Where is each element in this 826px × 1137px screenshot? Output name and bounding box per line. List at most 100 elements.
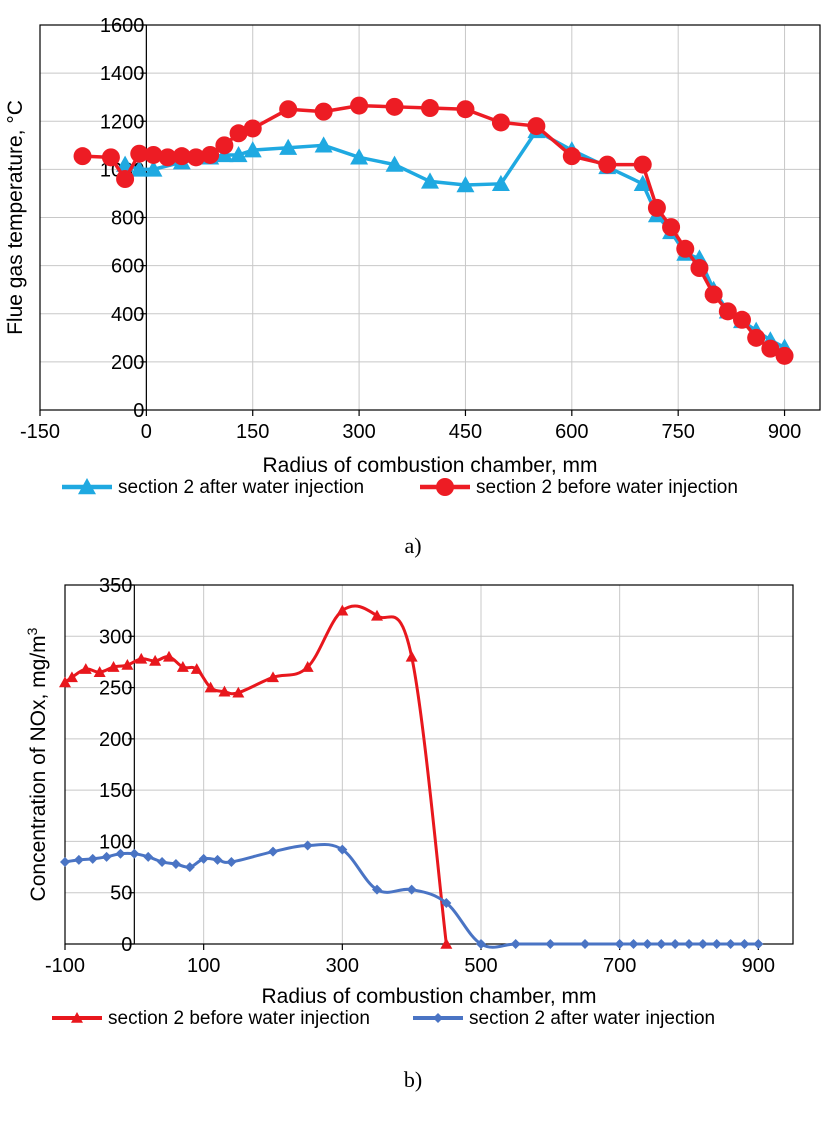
x-tick-label: 450	[449, 421, 482, 443]
series-1-point	[229, 145, 248, 163]
series-1-point	[301, 661, 314, 672]
series-1-point	[314, 136, 333, 153]
series-2-point	[215, 136, 234, 155]
chart-b-y-axis-label-text: Concentration of NOx, mg/m	[27, 635, 50, 901]
series-2-point	[725, 939, 736, 949]
series-1-point	[190, 663, 203, 674]
series-2-point	[198, 853, 209, 864]
y-tick-label: 0	[133, 400, 144, 422]
series-1-point	[93, 666, 106, 677]
series-1-point	[121, 659, 134, 670]
series-2-point	[229, 124, 248, 143]
series-2-point	[491, 113, 510, 132]
series-1-point	[633, 174, 652, 192]
series-2-point	[243, 119, 262, 138]
y-tick-label: 100	[99, 831, 132, 853]
x-tick-label: 750	[661, 421, 694, 443]
series-2-point	[115, 848, 126, 859]
series-2-point	[116, 170, 135, 188]
series-2-point	[684, 939, 694, 949]
series-2-point	[718, 302, 737, 321]
y-tick-label: 0	[121, 934, 132, 956]
chart-b-y-axis-label-superscript: 3	[24, 627, 40, 635]
legend-label-1: section 2 before water injection	[108, 1008, 370, 1029]
series-2-point	[676, 239, 695, 258]
legend-marker-2	[433, 1013, 443, 1023]
y-tick-label: 250	[99, 678, 132, 700]
x-tick-label: 700	[603, 955, 636, 977]
series-2-point	[144, 145, 163, 164]
y-tick-label: 1200	[100, 111, 145, 133]
series-1-point	[65, 671, 78, 683]
series-1-point	[350, 148, 369, 165]
y-tick-label: 200	[111, 352, 144, 374]
series-1-point	[243, 141, 262, 158]
series-2-point	[212, 854, 223, 865]
chart-b-plot-frame	[64, 584, 794, 945]
chart-b-series	[59, 604, 764, 949]
series-2-point	[101, 148, 120, 167]
series-2-point	[761, 339, 780, 358]
series-2-point	[187, 148, 205, 167]
series-2-line	[64, 842, 759, 949]
chart-b-caption: b)	[404, 1067, 422, 1092]
series-1-point	[176, 661, 189, 672]
series-2-point	[656, 939, 667, 949]
series-2-point	[60, 856, 70, 867]
series-1-point	[371, 609, 383, 621]
x-tick-label: 300	[342, 421, 375, 443]
series-1-point	[130, 160, 149, 177]
series-2-point	[87, 853, 98, 864]
series-2-point	[226, 856, 237, 867]
legend-marker-1	[71, 1012, 83, 1023]
y-tick-label: 1400	[100, 63, 145, 85]
series-2-point	[268, 846, 278, 857]
series-2-point	[614, 939, 625, 949]
series-2-point	[747, 328, 766, 347]
series-1-point	[440, 938, 453, 949]
series-2-point	[302, 840, 313, 851]
legend-label-1: section 2 after water injection	[118, 477, 364, 498]
series-2-point	[406, 884, 417, 895]
chart-a-x-axis-label: Radius of combustion chamber, mm	[263, 454, 598, 477]
y-tick-label: 1600	[100, 15, 145, 37]
y-tick-label: 350	[99, 575, 132, 597]
series-1-point	[144, 160, 163, 177]
series-2-point	[753, 939, 764, 949]
chart-b-legend: section 2 before water injection section …	[52, 1008, 715, 1029]
series-2-point	[157, 856, 168, 867]
series-1-point	[149, 654, 162, 666]
x-tick-label: 600	[555, 421, 588, 443]
series-2-point	[158, 148, 177, 167]
series-2-point	[580, 939, 590, 949]
legend-label-2: section 2 before water injection	[476, 477, 738, 498]
x-tick-label: -100	[45, 955, 85, 977]
series-1-point	[59, 676, 71, 688]
series-1-point	[232, 686, 245, 698]
series-2-point	[350, 96, 369, 115]
y-tick-label: 400	[111, 304, 144, 326]
series-2-point	[129, 848, 140, 859]
x-tick-label: 150	[236, 421, 269, 443]
legend-marker-2	[436, 478, 454, 496]
series-1-point	[135, 652, 148, 664]
legend-marker-1	[78, 478, 96, 495]
series-1-point	[385, 155, 404, 172]
x-tick-label: -150	[20, 421, 60, 443]
series-2-point	[670, 939, 681, 949]
series-1-point	[267, 671, 279, 683]
series-1-point	[421, 172, 439, 189]
series-2-point	[739, 939, 750, 949]
series-1-point	[204, 681, 217, 693]
chart-a-y-axis-label: Flue gas temperature, °C	[4, 100, 27, 335]
series-1-point	[491, 174, 510, 192]
y-tick-label: 600	[111, 256, 144, 278]
series-2-point	[372, 884, 382, 895]
series-2-point	[143, 851, 154, 862]
series-2-point	[170, 858, 181, 869]
chart-b-ticks: -100 100 300 500 700 900 0 50 100 150 200 250 300 350	[45, 575, 775, 977]
series-2-point	[633, 155, 652, 174]
series-1-point	[79, 663, 92, 674]
series-2-point	[337, 844, 348, 855]
